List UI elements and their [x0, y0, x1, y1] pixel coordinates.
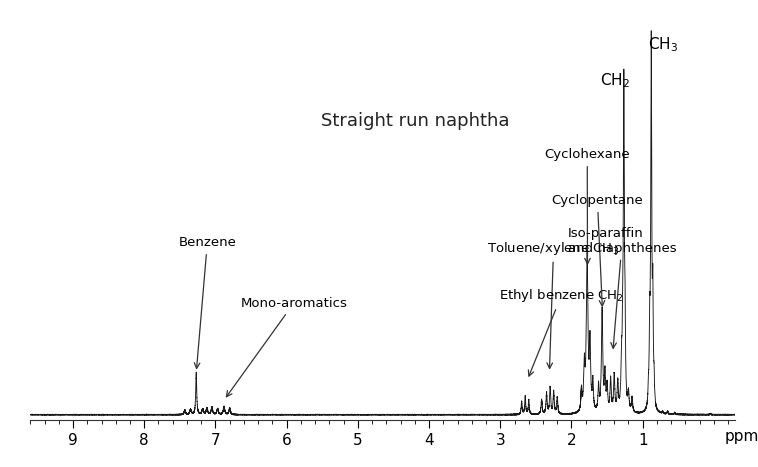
Text: Benzene: Benzene: [178, 236, 236, 368]
Text: CH$_3$: CH$_3$: [647, 35, 678, 54]
Text: Iso-paraffin
and naphthenes: Iso-paraffin and naphthenes: [568, 226, 677, 348]
Text: Ethyl benzene CH$_2$: Ethyl benzene CH$_2$: [499, 287, 624, 376]
Text: Mono-aromatics: Mono-aromatics: [227, 297, 347, 397]
Text: CH$_2$: CH$_2$: [600, 71, 630, 90]
Text: Toluene/xylene CH$_3$: Toluene/xylene CH$_3$: [487, 240, 619, 368]
Text: Cyclopentane: Cyclopentane: [552, 194, 644, 306]
Text: ppm: ppm: [725, 429, 758, 444]
Text: Straight run naphtha: Straight run naphtha: [321, 113, 509, 130]
Text: Cyclohexane: Cyclohexane: [544, 148, 630, 264]
